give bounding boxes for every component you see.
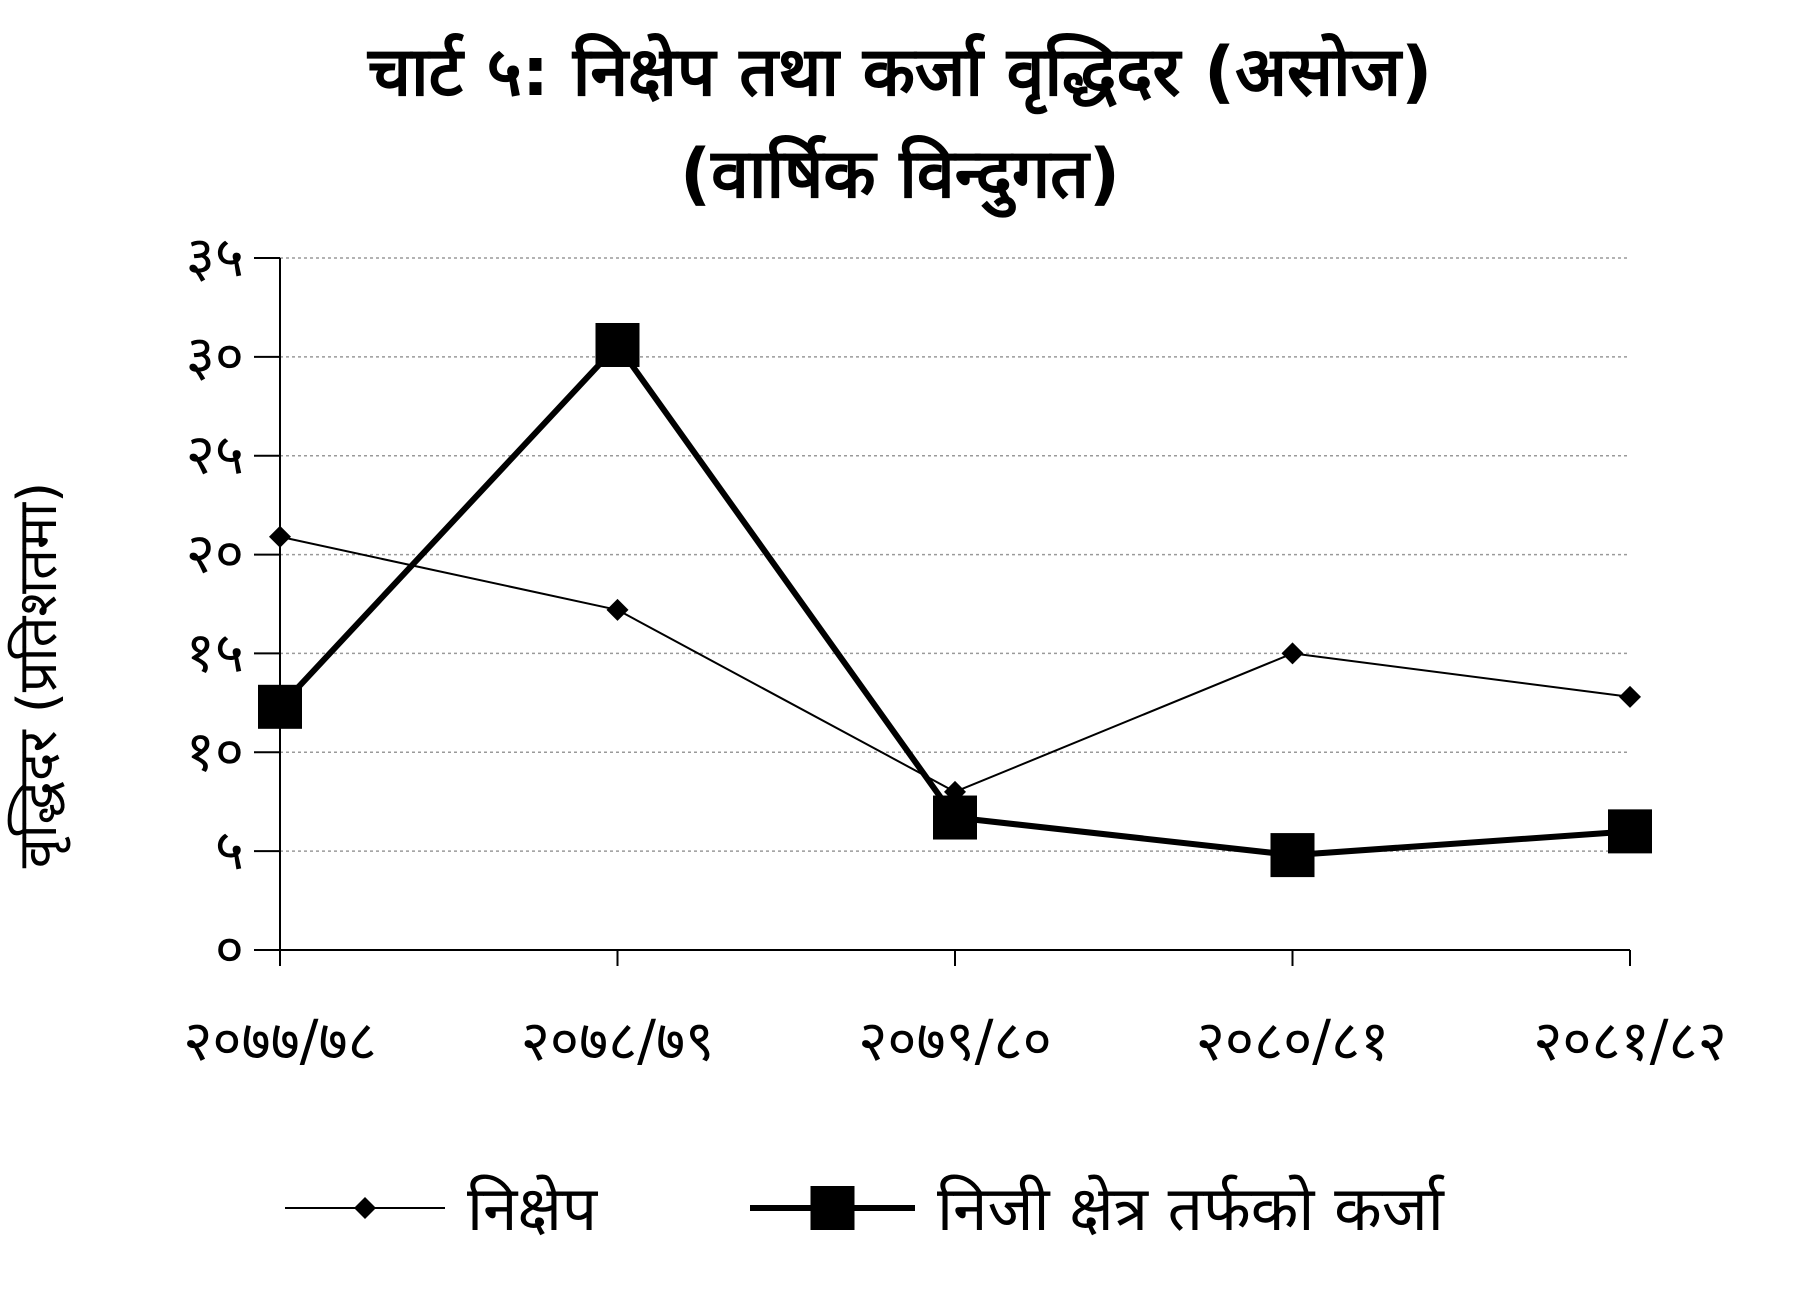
series-1	[269, 525, 1641, 803]
gridlines	[280, 257, 1630, 852]
diamond-marker	[606, 598, 629, 621]
legend-label: निजी क्षेत्र तर्फको कर्जा	[937, 1172, 1445, 1245]
square-marker	[258, 684, 302, 729]
legend-diamond-marker	[354, 1197, 376, 1219]
square-marker	[1270, 833, 1315, 878]
diamond-marker	[1619, 685, 1641, 708]
series-group	[258, 322, 1652, 878]
legend-label: निक्षेप	[467, 1172, 599, 1245]
y-tick-label: ०	[215, 917, 244, 982]
axes	[254, 257, 1631, 966]
y-tick-label: ३०	[186, 324, 244, 389]
y-tick-label: ५	[215, 818, 244, 883]
series-2	[258, 322, 1652, 878]
legend: निक्षेप निजी क्षेत्र तर्फको कर्जा	[285, 1172, 1445, 1245]
square-marker	[595, 322, 640, 367]
y-tick-labels: ० ५ १० १५ २० २५ ३० ३५	[186, 225, 244, 982]
diamond-marker	[269, 525, 291, 548]
y-axis-label: वृद्धिदर (प्रतिशतमा)	[6, 482, 71, 869]
y-tick-label: १०	[186, 719, 244, 784]
x-tick-label: २०७८/७९	[521, 1009, 715, 1074]
chart-subtitle: (वार्षिक विन्दुगत)	[680, 135, 1120, 214]
y-tick-label: ३५	[186, 225, 244, 290]
diamond-marker	[1281, 642, 1304, 665]
x-tick-label: २०८१/८२	[1533, 1009, 1727, 1074]
square-marker	[1608, 809, 1652, 854]
square-marker	[933, 795, 977, 840]
x-tick-label: २०७७/७८	[183, 1009, 377, 1074]
series-line	[277, 341, 1631, 859]
legend-square-marker	[810, 1186, 855, 1230]
chart-title: चार्ट ५: निक्षेप तथा कर्जा वृद्धिदर (असो…	[367, 33, 1433, 112]
x-tick-label: २०७९/८०	[858, 1009, 1052, 1074]
y-tick-label: २५	[186, 423, 244, 488]
x-tick-labels: २०७७/७८ २०७८/७९ २०७९/८० २०८०/८१ २०८१/८२	[183, 1009, 1727, 1074]
x-tick-label: २०८०/८१	[1196, 1009, 1390, 1074]
y-tick-label: १५	[186, 620, 244, 685]
legend-item-2: निजी क्षेत्र तर्फको कर्जा	[750, 1172, 1445, 1245]
y-tick-label: २०	[186, 522, 244, 587]
series-line	[279, 535, 1631, 793]
legend-item-1: निक्षेप	[285, 1172, 599, 1245]
